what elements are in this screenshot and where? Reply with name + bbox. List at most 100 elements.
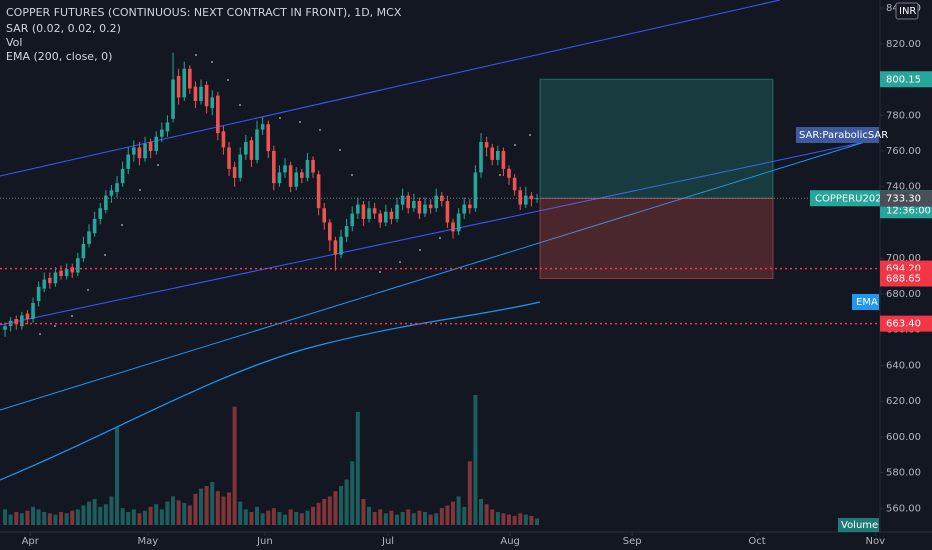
volume-bar [232, 406, 237, 525]
y-tick-label: 780.00 [886, 110, 921, 121]
candle-body [160, 129, 164, 137]
volume-bar [512, 515, 517, 525]
candle-body [350, 213, 355, 227]
candle-body [311, 159, 315, 173]
candle-body [188, 68, 192, 89]
volume-bar [148, 506, 153, 525]
candle-body [238, 154, 243, 178]
volume-bar [417, 510, 422, 525]
candle-body [339, 236, 343, 255]
candle-body [143, 143, 147, 159]
y-tick-label: 600.00 [886, 432, 921, 443]
candle-body [507, 168, 511, 178]
indicator-legend: Vol [6, 36, 22, 49]
price-badge [880, 315, 932, 332]
candle-body [137, 147, 142, 159]
volume-bar [3, 509, 8, 525]
candle-body [76, 258, 80, 273]
price-badge [880, 190, 932, 207]
y-tick-label: 620.00 [886, 396, 921, 407]
price-label: 694.20 [886, 264, 921, 275]
candle-body [518, 190, 523, 205]
candle-body [484, 142, 489, 148]
candle-body [42, 279, 47, 289]
candle-body [361, 204, 366, 219]
volume-bar [64, 513, 69, 525]
volume-bar [187, 505, 192, 525]
volume-bar [154, 504, 159, 525]
candle-body [148, 142, 153, 152]
candle-body [14, 318, 19, 325]
volume-bar [199, 488, 204, 525]
volume-bar [518, 513, 523, 525]
volume-bar [283, 514, 288, 525]
candle-body [322, 208, 327, 223]
candle-body [120, 168, 125, 184]
candle-body [132, 147, 136, 155]
candle-body [210, 97, 215, 109]
volume-bar [344, 479, 349, 525]
volume-bar [25, 510, 30, 525]
x-tick-label: Oct [748, 536, 765, 547]
volume-bar [14, 512, 19, 525]
candle-body [87, 231, 91, 244]
volume-bar [294, 512, 299, 525]
volume-bar [176, 500, 181, 525]
candle-body [445, 201, 450, 223]
volume-bar [87, 501, 92, 525]
candle-body [115, 183, 119, 193]
candle-body [406, 195, 411, 209]
indicator-legend: SAR (0.02, 0.02, 0.2) [6, 22, 121, 35]
volume-bar [81, 505, 86, 525]
volume-bar [266, 510, 271, 525]
candle-body [384, 211, 388, 223]
candle-body [417, 201, 422, 214]
volume-bar [423, 512, 428, 525]
volume-bar [535, 518, 540, 525]
candle-body [53, 272, 58, 284]
x-tick-label: Nov [865, 536, 885, 547]
candle-body [165, 122, 170, 132]
volume-bar [411, 513, 416, 525]
countdown-label: 12:36:00 [886, 205, 931, 216]
volume-bar [227, 492, 232, 525]
candle-body [356, 204, 360, 214]
candle-body [232, 167, 237, 178]
volume-bar [8, 514, 13, 525]
volume-bar [339, 486, 344, 525]
stop-zone [539, 197, 774, 280]
candle-body [104, 195, 108, 210]
volume-bar [103, 504, 108, 525]
volume-bar [439, 508, 444, 525]
volume-bar [299, 513, 304, 525]
volume-bar [523, 514, 528, 525]
volume-bar [451, 501, 456, 525]
candle-body [512, 177, 517, 191]
candle-body [266, 124, 271, 152]
candle-body [25, 313, 30, 319]
x-tick-label: Jun [256, 536, 273, 547]
candle-body [249, 140, 254, 160]
price-label: 733.30 [886, 194, 921, 205]
volume-bar [159, 509, 164, 525]
volume-bar [193, 493, 198, 525]
volume-bar [277, 512, 282, 525]
candle-body [389, 211, 394, 219]
candle-body [468, 204, 472, 209]
volume-bar [131, 509, 136, 525]
y-tick-label: 580.00 [886, 468, 921, 479]
x-tick-label: Sep [623, 536, 642, 547]
volume-bar [53, 514, 58, 525]
x-tick-label: May [137, 536, 158, 547]
volume-bar [507, 514, 512, 525]
candle-body [193, 86, 198, 101]
volume-bar [456, 496, 461, 525]
candle-body [456, 213, 461, 232]
price-badge [880, 71, 932, 88]
candle-body [372, 208, 377, 214]
candle-body [344, 226, 349, 237]
volume-bar [238, 501, 243, 525]
volume-bar [400, 512, 405, 525]
candle-body [3, 326, 7, 330]
volume-bar [70, 510, 75, 525]
